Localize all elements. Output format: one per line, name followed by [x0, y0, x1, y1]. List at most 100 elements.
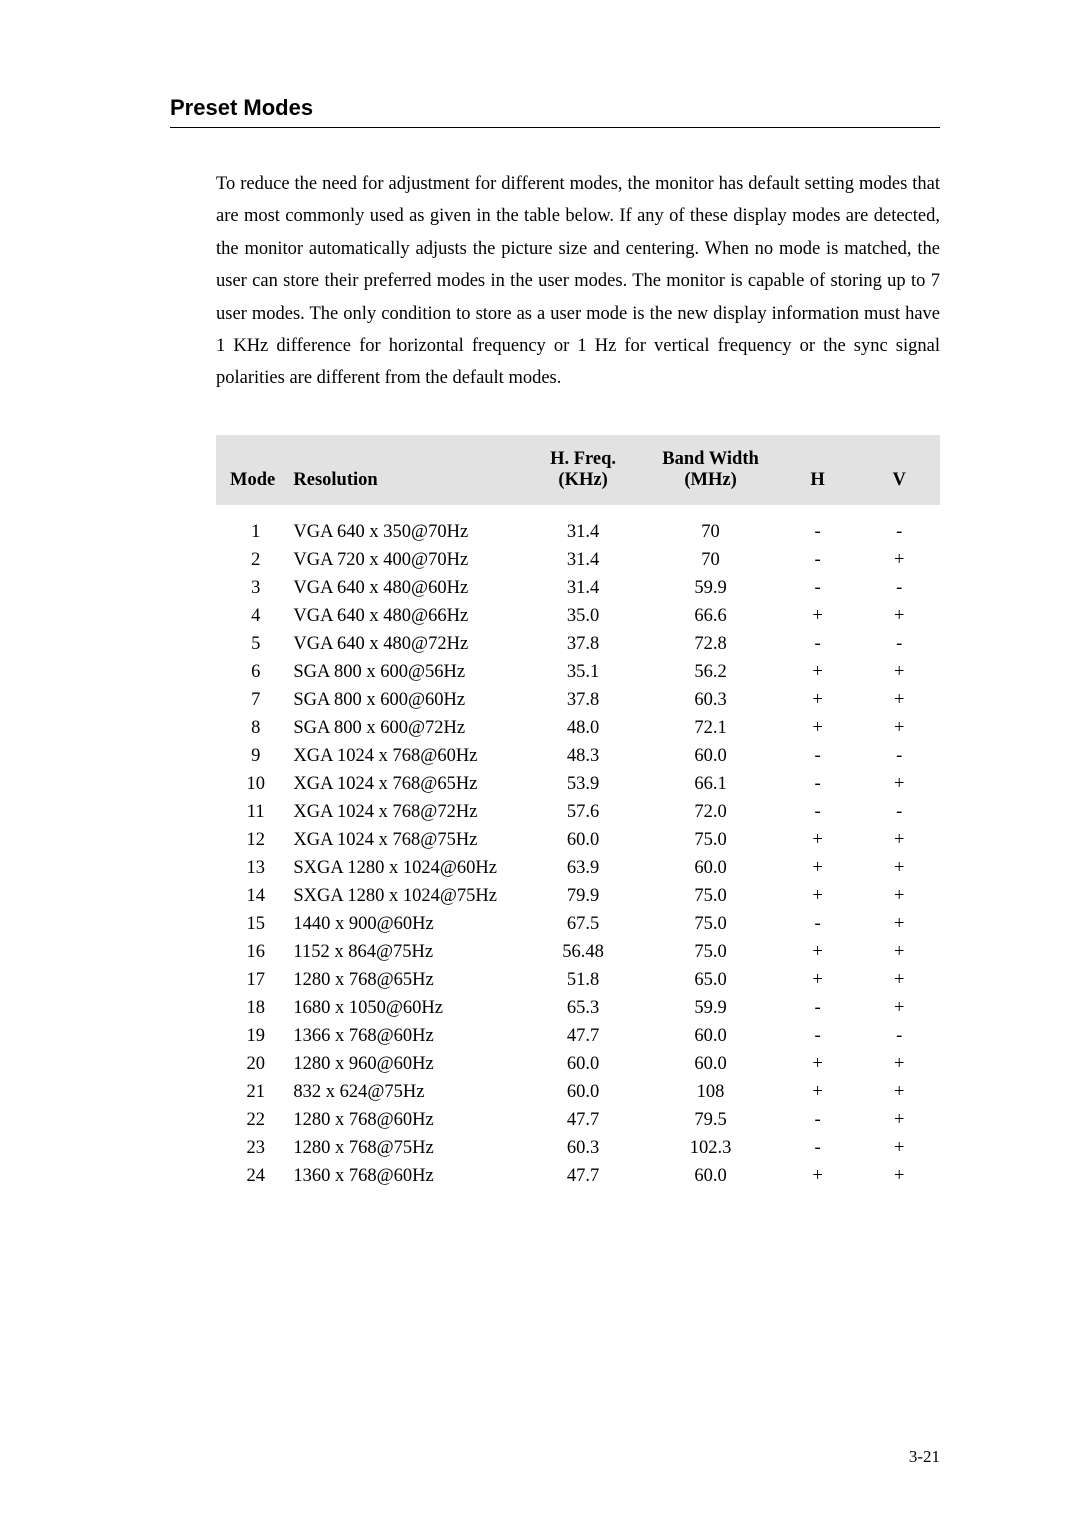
cell-h: +	[777, 967, 859, 995]
cell-v: +	[858, 939, 940, 967]
cell-h: -	[777, 575, 859, 603]
cell-bandwidth: 65.0	[644, 967, 777, 995]
cell-v: +	[858, 855, 940, 883]
cell-mode: 14	[216, 883, 287, 911]
cell-bandwidth: 59.9	[644, 995, 777, 1023]
cell-mode: 16	[216, 939, 287, 967]
cell-hfreq: 60.0	[522, 1051, 644, 1079]
cell-h: -	[777, 1107, 859, 1135]
cell-mode: 5	[216, 631, 287, 659]
cell-bandwidth: 70	[644, 519, 777, 547]
cell-mode: 2	[216, 547, 287, 575]
cell-resolution: 1280 x 960@60Hz	[287, 1051, 522, 1079]
cell-hfreq: 60.0	[522, 827, 644, 855]
table-body: 1VGA 640 x 350@70Hz31.470--2VGA 720 x 40…	[216, 505, 940, 1191]
col-hfreq-top: H. Freq.	[528, 449, 638, 470]
cell-bandwidth: 72.0	[644, 799, 777, 827]
cell-h: -	[777, 771, 859, 799]
cell-hfreq: 31.4	[522, 575, 644, 603]
cell-mode: 8	[216, 715, 287, 743]
col-mode-label: Mode	[230, 470, 275, 490]
col-h-label: H	[810, 470, 824, 490]
header-spacer	[216, 505, 940, 519]
page-number: 3-21	[909, 1447, 940, 1467]
cell-h: +	[777, 883, 859, 911]
table-row: 241360 x 768@60Hz47.760.0++	[216, 1163, 940, 1191]
cell-mode: 7	[216, 687, 287, 715]
cell-bandwidth: 75.0	[644, 911, 777, 939]
table-row: 151440 x 900@60Hz67.575.0-+	[216, 911, 940, 939]
cell-h: -	[777, 799, 859, 827]
cell-mode: 17	[216, 967, 287, 995]
cell-hfreq: 57.6	[522, 799, 644, 827]
cell-bandwidth: 72.1	[644, 715, 777, 743]
cell-bandwidth: 70	[644, 547, 777, 575]
cell-hfreq: 63.9	[522, 855, 644, 883]
col-bandwidth: Band Width(MHz)	[644, 435, 777, 505]
cell-v: -	[858, 519, 940, 547]
cell-h: +	[777, 715, 859, 743]
cell-v: +	[858, 547, 940, 575]
cell-v: -	[858, 631, 940, 659]
cell-v: +	[858, 771, 940, 799]
cell-hfreq: 31.4	[522, 519, 644, 547]
cell-resolution: XGA 1024 x 768@75Hz	[287, 827, 522, 855]
col-resolution-label: Resolution	[293, 470, 377, 490]
cell-resolution: SXGA 1280 x 1024@60Hz	[287, 855, 522, 883]
cell-bandwidth: 72.8	[644, 631, 777, 659]
section-title: Preset Modes	[170, 95, 940, 121]
cell-bandwidth: 102.3	[644, 1135, 777, 1163]
cell-v: -	[858, 575, 940, 603]
cell-bandwidth: 59.9	[644, 575, 777, 603]
cell-mode: 18	[216, 995, 287, 1023]
cell-v: +	[858, 1051, 940, 1079]
cell-resolution: 1366 x 768@60Hz	[287, 1023, 522, 1051]
cell-resolution: VGA 640 x 480@66Hz	[287, 603, 522, 631]
cell-h: -	[777, 1135, 859, 1163]
cell-h: +	[777, 659, 859, 687]
col-resolution: Resolution	[287, 435, 522, 505]
cell-h: -	[777, 631, 859, 659]
cell-bandwidth: 60.3	[644, 687, 777, 715]
table-header: Mode Resolution H. Freq.(KHz) Band Width…	[216, 435, 940, 505]
cell-mode: 12	[216, 827, 287, 855]
col-v: V	[858, 435, 940, 505]
cell-mode: 20	[216, 1051, 287, 1079]
cell-resolution: SGA 800 x 600@72Hz	[287, 715, 522, 743]
cell-hfreq: 31.4	[522, 547, 644, 575]
cell-h: +	[777, 603, 859, 631]
cell-mode: 3	[216, 575, 287, 603]
cell-h: +	[777, 827, 859, 855]
cell-resolution: SGA 800 x 600@60Hz	[287, 687, 522, 715]
cell-v: +	[858, 1107, 940, 1135]
cell-resolution: SGA 800 x 600@56Hz	[287, 659, 522, 687]
cell-mode: 6	[216, 659, 287, 687]
cell-v: +	[858, 715, 940, 743]
table-row: 171280 x 768@65Hz51.865.0++	[216, 967, 940, 995]
cell-hfreq: 37.8	[522, 687, 644, 715]
table-row: 3VGA 640 x 480@60Hz31.459.9--	[216, 575, 940, 603]
col-hfreq: H. Freq.(KHz)	[522, 435, 644, 505]
cell-mode: 19	[216, 1023, 287, 1051]
cell-v: -	[858, 1023, 940, 1051]
cell-resolution: 1152 x 864@75Hz	[287, 939, 522, 967]
table-header-row: Mode Resolution H. Freq.(KHz) Band Width…	[216, 435, 940, 505]
cell-hfreq: 47.7	[522, 1107, 644, 1135]
col-bw-sub: (MHz)	[684, 470, 736, 490]
table-row: 13SXGA 1280 x 1024@60Hz63.960.0++	[216, 855, 940, 883]
cell-mode: 13	[216, 855, 287, 883]
cell-hfreq: 35.0	[522, 603, 644, 631]
cell-h: +	[777, 855, 859, 883]
cell-resolution: 1280 x 768@60Hz	[287, 1107, 522, 1135]
cell-resolution: VGA 640 x 350@70Hz	[287, 519, 522, 547]
cell-hfreq: 37.8	[522, 631, 644, 659]
cell-bandwidth: 108	[644, 1079, 777, 1107]
intro-paragraph: To reduce the need for adjustment for di…	[216, 168, 940, 395]
cell-h: -	[777, 911, 859, 939]
table-row: 191366 x 768@60Hz47.760.0--	[216, 1023, 940, 1051]
cell-bandwidth: 75.0	[644, 883, 777, 911]
cell-v: +	[858, 827, 940, 855]
cell-h: +	[777, 939, 859, 967]
cell-mode: 15	[216, 911, 287, 939]
cell-resolution: 832 x 624@75Hz	[287, 1079, 522, 1107]
